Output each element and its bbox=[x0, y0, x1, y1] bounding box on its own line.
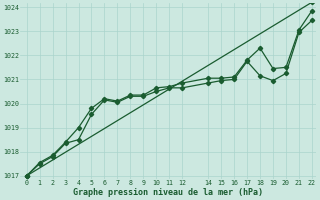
X-axis label: Graphe pression niveau de la mer (hPa): Graphe pression niveau de la mer (hPa) bbox=[73, 188, 263, 197]
